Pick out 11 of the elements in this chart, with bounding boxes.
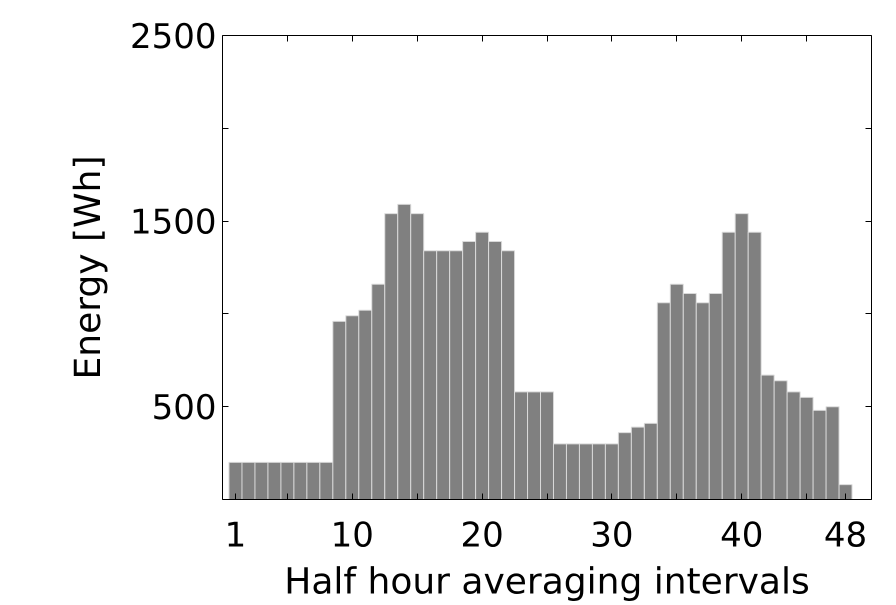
x-tick-label: 20 [460, 516, 504, 556]
x-axis-title: Half hour averaging intervals [284, 562, 810, 602]
x-tick-label: 40 [720, 516, 764, 556]
x-tick-label: 48 [824, 516, 868, 556]
x-tick-label: 30 [590, 516, 634, 556]
y-axis-title: Energy [Wh] [68, 156, 109, 380]
y-tick-label: 500 [152, 388, 217, 428]
y-tick-label: 1500 [130, 202, 217, 243]
y-tick-label: 2500 [130, 17, 217, 57]
x-tick-label: 1 [224, 516, 246, 556]
x-tick-label: 10 [330, 516, 374, 556]
